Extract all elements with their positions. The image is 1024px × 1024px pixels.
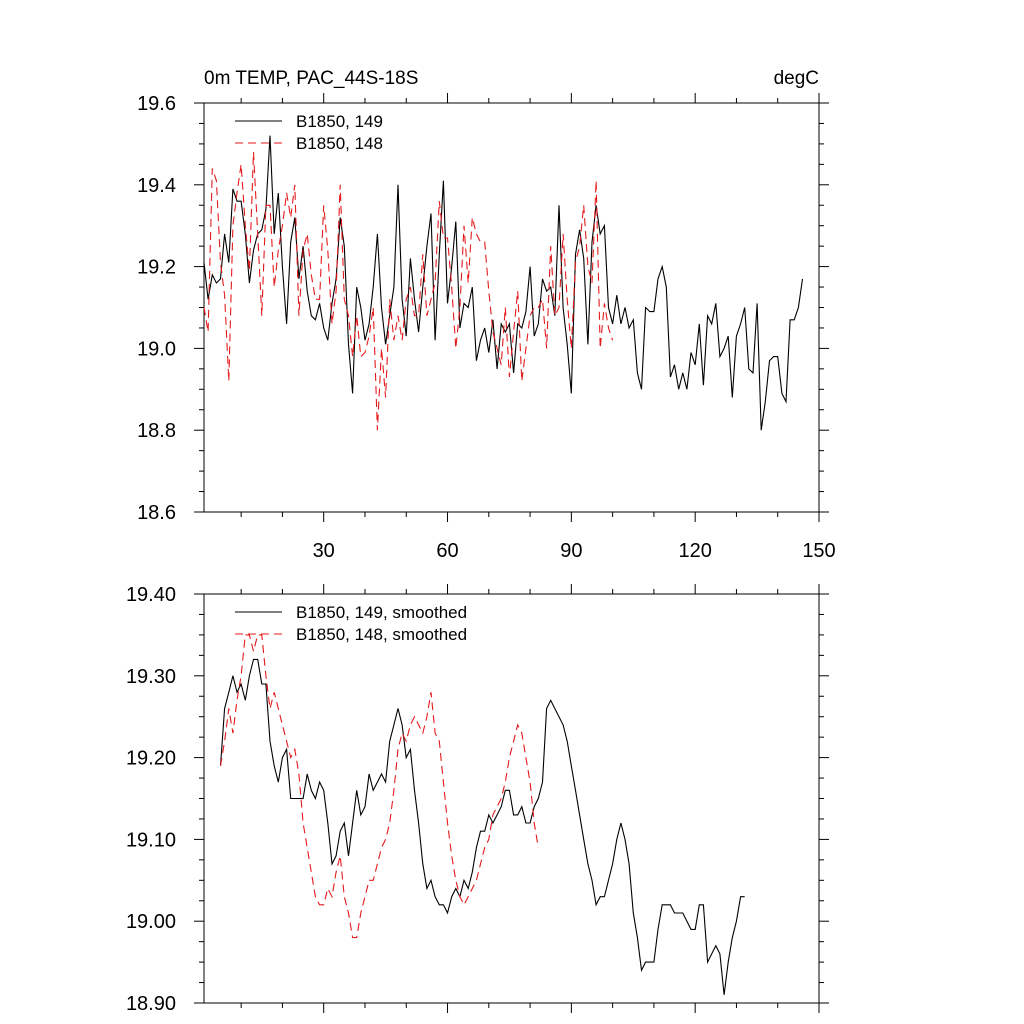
- y-tick-label: 19.6: [137, 93, 176, 115]
- x-tick-label: 30: [313, 540, 335, 562]
- series-line-1: [219, 658, 745, 995]
- series-line-1: [203, 135, 804, 431]
- y-tick-label: 19.40: [126, 584, 176, 606]
- chart-title: 0m TEMP, PAC_44S-18S: [204, 68, 418, 89]
- units-label: degC: [774, 68, 819, 89]
- x-tick-label: 90: [560, 540, 582, 562]
- y-tick-label: 19.00: [126, 911, 176, 933]
- x-tick-label: 60: [436, 540, 458, 562]
- legend-label: B1850, 148, smoothed: [296, 625, 467, 644]
- x-tick-label: 120: [678, 540, 711, 562]
- legend-label: B1850, 148: [296, 134, 383, 153]
- y-tick-label: 18.8: [137, 420, 176, 442]
- y-tick-label: 19.0: [137, 338, 176, 360]
- y-tick-label: 18.90: [126, 993, 176, 1015]
- series-line-2: [203, 152, 614, 431]
- series-line-2: [219, 634, 539, 939]
- y-tick-label: 18.6: [137, 502, 176, 524]
- bottom-panel: 18.90 19.00 19.10 19.20 19.30 19.40 B1850, 149…: [126, 584, 829, 1015]
- y-tick-label: 19.2: [137, 257, 176, 279]
- y-tick-label: 19.4: [137, 175, 176, 197]
- y-tick-label: 19.10: [126, 829, 176, 851]
- y-tick-label: 19.20: [126, 748, 176, 770]
- y-tick-label: 19.30: [126, 666, 176, 688]
- legend-label: B1850, 149: [296, 112, 383, 131]
- legend-label: B1850, 149, smoothed: [296, 603, 467, 622]
- x-tick-label: 150: [802, 540, 835, 562]
- plot-frame: [203, 102, 820, 513]
- top-panel: 18.6 18.8 19.0 19.2 19.4 19.6 30 60 90 120 150 B185…: [137, 93, 836, 562]
